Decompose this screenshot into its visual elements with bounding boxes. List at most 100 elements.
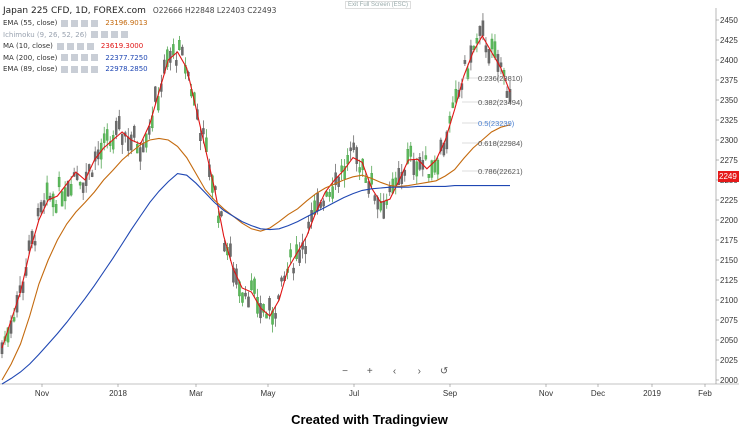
candle-body [331, 186, 334, 199]
candle-body [304, 246, 307, 255]
candle-body [307, 221, 310, 229]
indicator-ichimoku[interactable]: Ichimoku (9, 26, 52, 26) [3, 30, 276, 42]
indicator-label: EMA (55, close) [3, 19, 58, 27]
series-line [1, 124, 511, 381]
y-tick-label: 2275 [720, 156, 738, 165]
candle-body [42, 200, 46, 206]
candle-body [105, 129, 109, 141]
candle-body [427, 174, 431, 178]
scroll-left-button[interactable]: ‹ [392, 366, 397, 377]
candle-body [262, 304, 265, 313]
candle-body [39, 202, 43, 213]
candle-body [430, 160, 434, 178]
y-tick-label: 2125 [720, 276, 738, 285]
indicator-buttons[interactable] [90, 31, 131, 39]
candle-body [415, 161, 419, 177]
candle-body [45, 182, 49, 200]
candle-body [69, 184, 73, 196]
ohlc-readout: O22666 H22848 L22403 C22493 [152, 6, 277, 15]
y-tick-label: 2150 [720, 256, 738, 265]
candle-body [406, 148, 410, 164]
candle-body [220, 211, 223, 217]
indicator-ma200[interactable]: MA (200, close) 22377.7250 [3, 53, 276, 65]
y-tick-label: 2225 [720, 196, 738, 205]
candle-body [397, 168, 401, 185]
candle-body [268, 298, 271, 311]
x-tick-label: Nov [35, 389, 49, 398]
candle-body [199, 133, 202, 142]
indicator-buttons[interactable] [61, 65, 102, 73]
candle-body [33, 241, 37, 246]
chart-title: Japan 225 CFD, 1D, FOREX.com [3, 6, 146, 16]
candle-body [382, 201, 386, 219]
reset-icon[interactable]: ↺ [439, 366, 449, 377]
candle-body [247, 296, 250, 308]
candle-body [373, 195, 376, 201]
y-tick-label: 2350 [720, 96, 738, 105]
candle-body [505, 91, 509, 98]
candle-body [244, 292, 247, 297]
footer-caption: Created with Tradingview [291, 412, 448, 427]
candle-body [81, 182, 85, 193]
zoom-out-button[interactable]: − [342, 366, 348, 377]
candle-body [117, 116, 121, 130]
y-tick-label: 2375 [720, 76, 738, 85]
candle-body [0, 342, 4, 355]
scroll-right-button[interactable]: › [417, 366, 422, 377]
grid [0, 8, 739, 385]
candle-body [436, 159, 440, 175]
candle-body [178, 40, 181, 51]
indicator-lines [1, 34, 511, 385]
candle-body [403, 169, 407, 176]
candle-body [256, 297, 259, 314]
y-tick-label: 2300 [720, 136, 738, 145]
indicator-value: 22377.7250 [105, 53, 148, 62]
indicator-buttons[interactable] [61, 19, 102, 27]
candle-body [466, 68, 470, 79]
indicator-value: 23196.9013 [105, 19, 148, 27]
candle-body [358, 167, 361, 173]
y-tick-label: 2025 [720, 356, 738, 365]
indicator-buttons[interactable] [61, 54, 102, 62]
y-tick-label: 2450 [720, 16, 738, 25]
candle-body [133, 125, 136, 138]
candle-body [424, 155, 428, 160]
fib-levels: 0.236(23810) 0.382(23494) 0.5(23239) 0.618(… [462, 74, 523, 176]
candle-body [12, 317, 16, 322]
candle-body [463, 60, 467, 64]
candle-body [280, 277, 283, 282]
candle-body [298, 249, 301, 263]
y-tick-label: 2200 [720, 216, 738, 225]
candle-body [54, 204, 58, 213]
x-tick-label: Jul [349, 389, 359, 398]
indicator-ema89[interactable]: EMA (89, close) 22978.2850 [3, 64, 276, 76]
candle-body [253, 278, 256, 294]
candle-body [487, 49, 491, 64]
x-axis: Nov 2018 Mar May Jul Sep Nov Dec 2019 Feb [35, 384, 712, 398]
candle-body [433, 160, 437, 173]
y-tick-label: 2100 [720, 296, 738, 305]
candle-body [78, 181, 82, 186]
indicator-ma10[interactable]: MA (10, close) 23619.3000 [3, 41, 276, 53]
zoom-in-button[interactable]: + [366, 366, 373, 377]
candle-body [126, 136, 130, 151]
x-tick-label: 2019 [643, 389, 661, 398]
candle-body [409, 145, 413, 157]
indicator-label: MA (10, close) [3, 42, 53, 51]
candle-body [120, 133, 124, 145]
candle-body [274, 313, 277, 319]
candle-body [181, 46, 184, 56]
x-tick-label: May [260, 389, 275, 398]
candle-body [328, 192, 331, 197]
y-tick-label: 2000 [720, 376, 738, 385]
fib-label: 0.786(22621) [478, 167, 523, 176]
indicator-buttons[interactable] [56, 42, 97, 50]
x-tick-label: 2018 [109, 389, 127, 398]
exit-fullscreen-button[interactable]: Exit Full Screen (ESC) [345, 1, 412, 9]
chart-controls: − + ‹ › ↺ [334, 366, 455, 377]
candle-body [241, 292, 244, 303]
indicator-ema55[interactable]: EMA (55, close) 23196.9013 [3, 18, 276, 30]
candle-body [508, 89, 512, 103]
indicator-label: EMA (89, close) [3, 65, 58, 74]
